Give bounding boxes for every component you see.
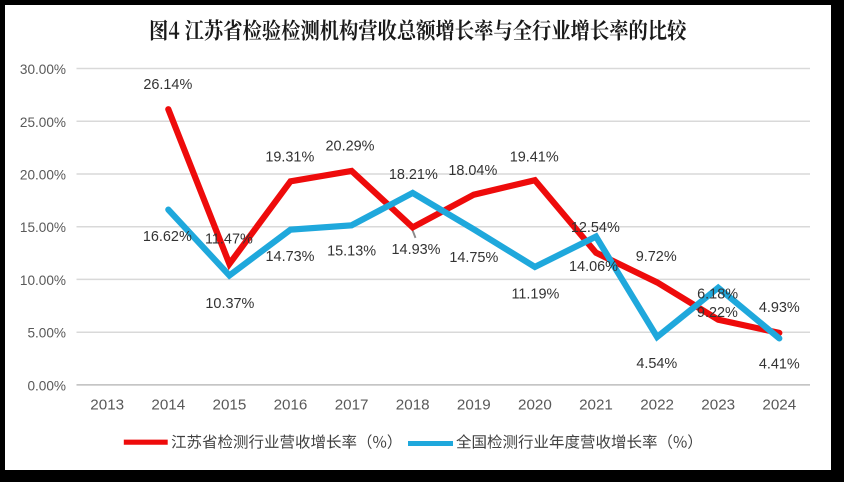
svg-text:14.73%: 14.73% [266,249,315,265]
svg-text:6.18%: 6.18% [697,286,738,302]
svg-text:2013: 2013 [90,397,124,414]
svg-text:2015: 2015 [213,397,247,414]
svg-text:2019: 2019 [457,397,491,414]
svg-text:4.54%: 4.54% [636,356,677,372]
svg-text:11.19%: 11.19% [511,287,559,303]
svg-text:19.41%: 19.41% [510,149,559,165]
svg-text:2021: 2021 [579,397,613,414]
svg-text:2024: 2024 [762,397,796,414]
svg-text:10.00%: 10.00% [20,273,66,288]
svg-text:20.00%: 20.00% [20,168,66,183]
svg-text:4.93%: 4.93% [759,300,800,316]
svg-text:10.37%: 10.37% [205,296,254,312]
svg-text:15.00%: 15.00% [20,220,66,235]
svg-text:20.29%: 20.29% [326,139,375,155]
svg-text:5.00%: 5.00% [27,326,66,341]
svg-text:14.93%: 14.93% [392,242,441,258]
svg-text:2014: 2014 [151,397,185,414]
svg-text:15.13%: 15.13% [327,244,376,260]
svg-text:4.41%: 4.41% [759,357,800,373]
svg-text:2017: 2017 [335,397,369,414]
svg-text:2020: 2020 [518,397,552,414]
svg-text:18.21%: 18.21% [389,167,438,183]
svg-text:11.47%: 11.47% [205,232,253,248]
svg-text:14.06%: 14.06% [569,259,618,275]
svg-text:18.04%: 18.04% [448,163,497,179]
svg-text:26.14%: 26.14% [143,77,192,93]
svg-text:2018: 2018 [396,397,430,414]
svg-text:2016: 2016 [274,397,308,414]
svg-text:25.00%: 25.00% [20,115,66,130]
svg-text:16.62%: 16.62% [143,229,192,245]
svg-text:0.00%: 0.00% [27,378,66,393]
svg-text:12.54%: 12.54% [571,220,620,236]
svg-text:19.31%: 19.31% [265,149,314,165]
svg-text:2022: 2022 [640,397,674,414]
svg-text:9.22%: 9.22% [697,305,738,321]
svg-text:2023: 2023 [701,397,735,414]
svg-text:30.00%: 30.00% [20,62,66,77]
svg-text:14.75%: 14.75% [449,250,498,266]
svg-text:9.72%: 9.72% [636,249,677,265]
